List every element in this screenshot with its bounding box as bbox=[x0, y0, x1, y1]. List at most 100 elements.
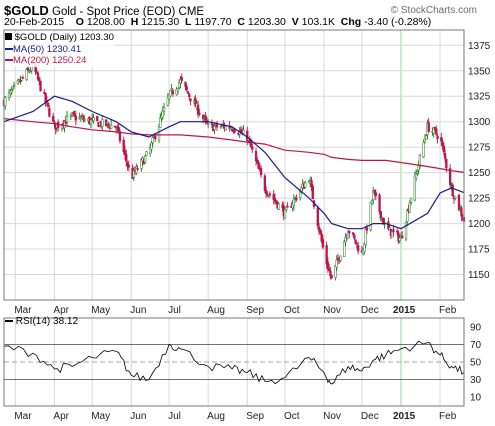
price-candle-body bbox=[26, 67, 30, 71]
volume-value: 103.1K bbox=[301, 16, 335, 28]
rsi-x-tick-label: May bbox=[91, 411, 110, 422]
close-label: C bbox=[237, 16, 245, 28]
price-candle-body bbox=[162, 107, 166, 112]
price-candle-body bbox=[107, 123, 110, 126]
price-y-tick-label: 1275 bbox=[468, 143, 491, 154]
price-candle-body bbox=[311, 185, 314, 200]
price-candle-body bbox=[268, 193, 272, 196]
ohlc-row: 20-Feb-2015 O 1208.00 H 1215.30 L 1197.7… bbox=[4, 16, 431, 28]
price-candle-body bbox=[343, 241, 346, 257]
price-x-tick-label: Aug bbox=[207, 305, 225, 316]
price-y-tick-label: 1300 bbox=[468, 117, 491, 128]
price-candle-body bbox=[10, 89, 13, 93]
price-candle-body bbox=[443, 152, 447, 160]
price-candle-body bbox=[335, 259, 338, 268]
legend-ma200-label: MA(200) 1250.24 bbox=[13, 55, 87, 66]
panel-frames bbox=[3, 29, 465, 407]
price-x-tick-label: Dec bbox=[361, 305, 379, 316]
price-candle-body bbox=[136, 168, 139, 170]
price-candle-body bbox=[154, 135, 157, 140]
price-candle-body bbox=[406, 210, 409, 222]
price-candle-body bbox=[144, 155, 147, 163]
grid bbox=[4, 30, 464, 406]
price-candle-body bbox=[418, 155, 422, 167]
price-candle-body bbox=[304, 182, 307, 188]
price-candle-body bbox=[423, 138, 427, 143]
symbol: $GOLD bbox=[4, 3, 49, 18]
price-candle-body bbox=[233, 129, 236, 133]
rsi-y-tick-label: 10 bbox=[470, 393, 482, 404]
rsi-swatch bbox=[5, 320, 13, 323]
price-candle-body bbox=[74, 115, 77, 121]
price-candle-body bbox=[46, 102, 50, 107]
legend-ma200: MA(200) 1250.24 bbox=[5, 55, 114, 67]
price-candle-body bbox=[448, 168, 452, 186]
price-candle-body bbox=[20, 77, 23, 81]
price-candle-body bbox=[264, 190, 268, 194]
price-candle-body bbox=[224, 125, 227, 131]
price-candle-body bbox=[219, 126, 222, 128]
price-candle-body bbox=[379, 211, 382, 220]
price-candle-body bbox=[374, 192, 377, 197]
price-candle-body bbox=[326, 261, 330, 270]
price-candle-body bbox=[176, 88, 180, 92]
price-candle-body bbox=[25, 69, 28, 80]
price-candle-body bbox=[425, 135, 428, 141]
legend-ma200-swatch bbox=[5, 59, 13, 62]
price-candle-body bbox=[185, 86, 188, 91]
price-candle-body bbox=[118, 131, 122, 142]
ma50-line bbox=[3, 95, 465, 230]
rsi-x-tick-label: Oct bbox=[284, 411, 300, 422]
price-candle-body bbox=[334, 265, 337, 278]
price-candle-body bbox=[254, 150, 258, 162]
exchange: CME bbox=[178, 6, 205, 18]
price-candle-body bbox=[408, 202, 411, 213]
rsi-x-tick-label: Aug bbox=[207, 411, 225, 422]
chart-header: $GOLD Gold - Spot Price (EOD) CME bbox=[4, 3, 204, 18]
price-candle-body bbox=[48, 108, 51, 117]
price-candle-body bbox=[251, 146, 254, 150]
change-value: -3.40 (-0.28%) bbox=[364, 16, 432, 28]
price-candle-body bbox=[109, 124, 113, 129]
price-candle-body bbox=[19, 80, 22, 83]
price-x-tick-label: Feb bbox=[439, 305, 457, 316]
price-candle-body bbox=[21, 77, 25, 79]
price-candle-body bbox=[117, 127, 120, 132]
price-candles bbox=[2, 59, 466, 281]
price-candle-body bbox=[180, 76, 183, 81]
date: 20-Feb-2015 bbox=[4, 16, 65, 28]
price-candle-body bbox=[159, 117, 162, 128]
price-candle-body bbox=[113, 125, 117, 128]
price-candle-body bbox=[210, 123, 214, 125]
price-candle-body bbox=[38, 77, 41, 82]
price-candle-body bbox=[36, 72, 40, 80]
price-x-tick-label: May bbox=[91, 305, 110, 316]
ma200-line bbox=[3, 118, 465, 173]
price-candle-body bbox=[319, 229, 322, 234]
price-candle-body bbox=[353, 235, 356, 239]
rsi-x-tick-label: Nov bbox=[323, 411, 341, 422]
price-candle-body bbox=[365, 227, 369, 231]
price-candle-body bbox=[310, 180, 313, 188]
price-candle-body bbox=[125, 154, 128, 162]
price-candle-body bbox=[127, 165, 130, 168]
price-candle-body bbox=[328, 268, 331, 271]
price-candle-body bbox=[339, 255, 342, 261]
price-candle-body bbox=[396, 230, 399, 233]
change-label: Chg bbox=[340, 16, 362, 28]
legend: $GOLD (Daily) 1203.30 MA(50) 1230.41 MA(… bbox=[5, 32, 114, 67]
legend-ma50: MA(50) 1230.41 bbox=[5, 44, 114, 56]
price-lines bbox=[3, 95, 465, 230]
price-y-tick-label: 1200 bbox=[468, 219, 491, 230]
rsi-panel bbox=[3, 340, 465, 385]
low-label: L bbox=[185, 16, 192, 28]
price-candle-body bbox=[369, 202, 372, 230]
price-candle-body bbox=[321, 239, 324, 248]
price-x-tick-label: Jun bbox=[130, 305, 146, 316]
price-candle-body bbox=[79, 117, 83, 120]
price-candle-body bbox=[401, 235, 404, 238]
price-candle-body bbox=[348, 231, 351, 234]
price-candle-body bbox=[370, 200, 374, 204]
legend-price-label: $GOLD (Daily) 1203.30 bbox=[14, 32, 114, 43]
price-candle-body bbox=[4, 97, 7, 107]
